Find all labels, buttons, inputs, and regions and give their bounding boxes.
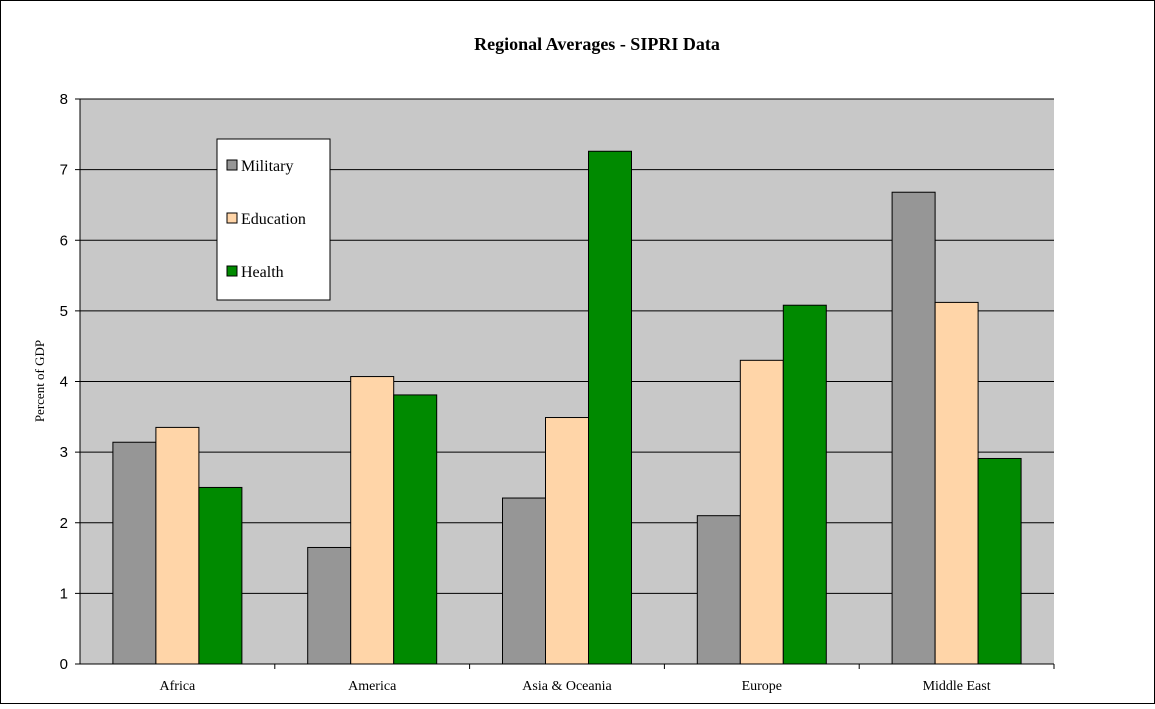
x-tick-label: Asia & Oceania [522,679,612,694]
bar-military-europe [696,515,741,665]
legend-swatch-health [226,265,238,277]
y-tick-label: 3 [60,444,68,461]
y-ticks: 0 1 2 3 4 5 6 7 8 [60,91,80,673]
y-tick-label: 6 [60,232,68,249]
bar-health-america [393,394,438,665]
legend-label-education: Education [241,211,306,228]
bar-military-asia-oceania [502,497,546,665]
bar-education-middle-east [934,301,979,665]
legend-swatch-military [226,159,238,171]
x-tick-label: Europe [742,679,782,694]
legend-label-health: Health [241,264,284,281]
legend-swatch-education [226,212,238,224]
y-tick-label: 8 [60,91,68,108]
y-tick-label: 1 [60,585,68,602]
bars [112,150,1022,665]
y-tick-label: 0 [60,656,68,673]
y-tick-label: 5 [60,303,68,320]
bar-health-africa [198,486,243,665]
x-tick-label: Middle East [923,679,991,694]
y-tick-label: 4 [60,374,68,391]
x-tick-label: America [348,679,397,694]
bar-military-america [307,546,352,665]
legend: Military Education Health [216,138,331,301]
bar-education-africa [155,426,200,665]
bar-military-africa [112,441,157,665]
bar-health-middle-east [977,457,1022,665]
y-tick-label: 7 [60,162,68,179]
legend-label-military: Military [241,158,293,175]
bar-education-asia-oceania [545,417,589,665]
y-tick-label: 2 [60,515,68,532]
y-axis-label: Percent of GDP [32,340,47,422]
x-tick-label: Africa [160,679,197,694]
bar-health-asia-oceania [588,150,632,665]
x-ticks: Africa America Asia & Oceania Europe Middle … [160,664,1055,694]
bar-education-america [350,376,395,665]
bar-military-middle-east [891,191,936,665]
chart-title: Regional Averages - SIPRI Data [474,34,720,54]
bar-education-europe [739,359,784,665]
bar-health-europe [782,304,827,665]
